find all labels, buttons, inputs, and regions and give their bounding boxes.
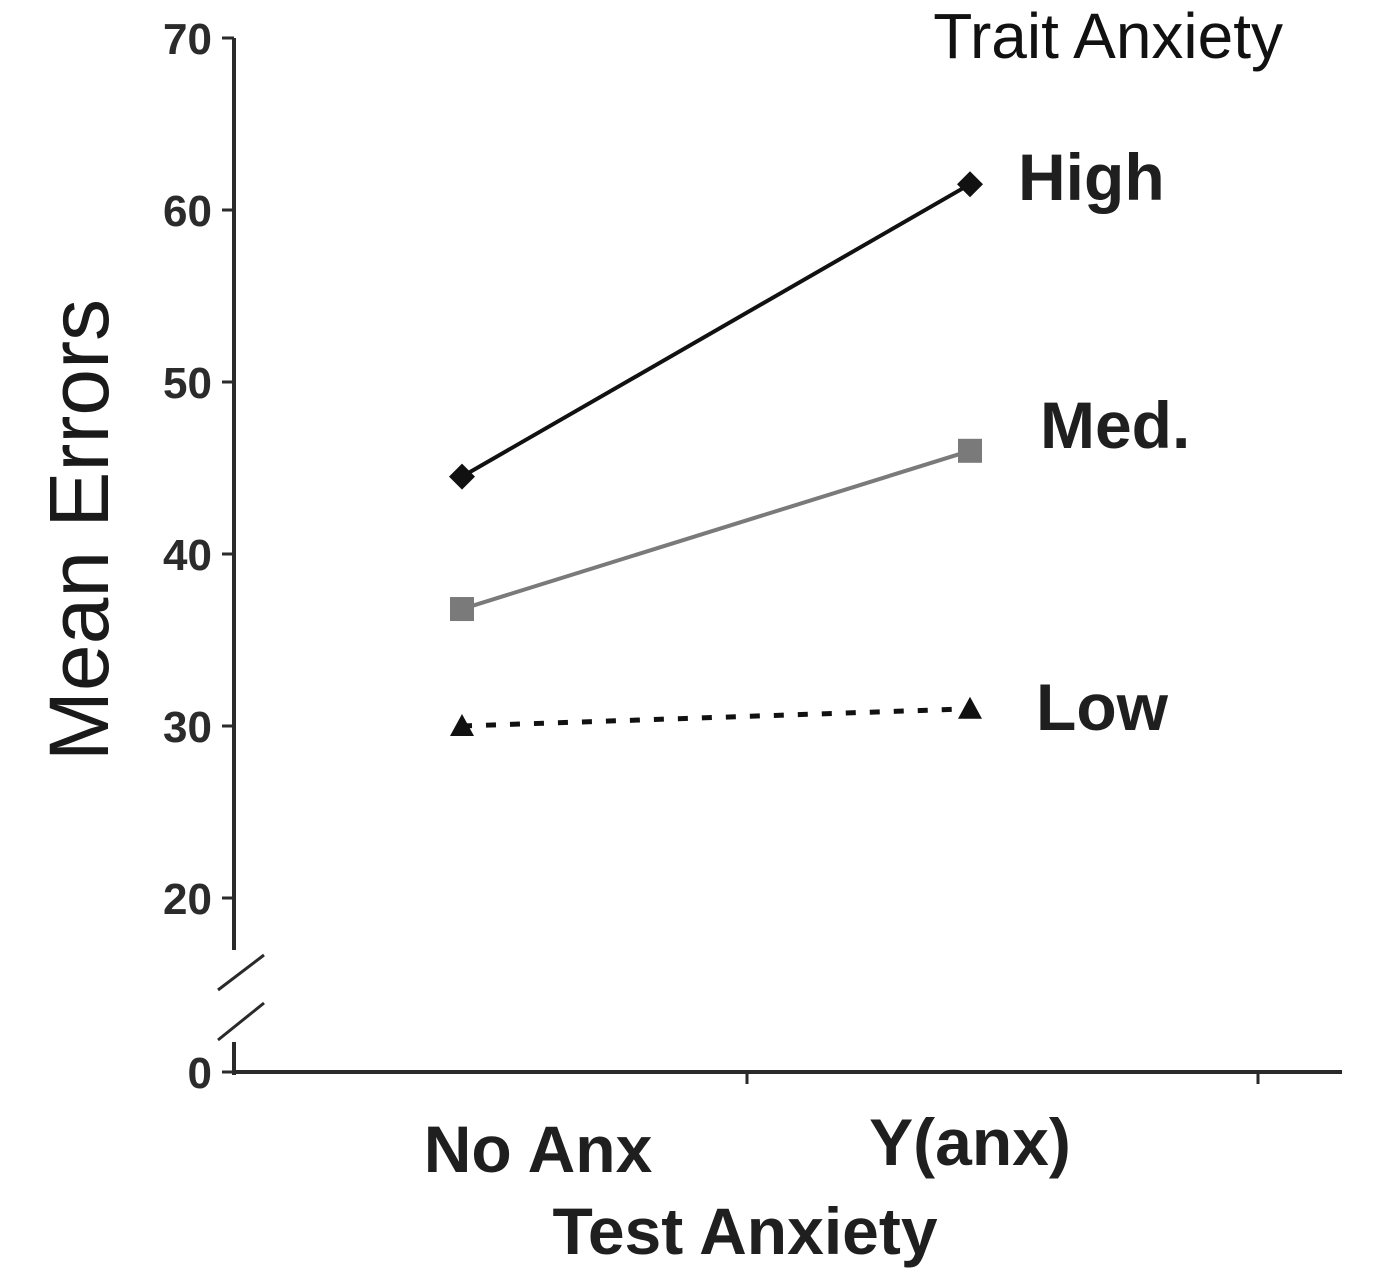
axes xyxy=(217,38,1342,1084)
y-tick-label: 60 xyxy=(163,187,212,236)
x-tick-label: Y(anx) xyxy=(869,1105,1071,1179)
x-tick-labels: No Anx Y(anx) xyxy=(424,1105,1071,1186)
y-tick-label: 50 xyxy=(163,359,212,408)
y-tick-label: 40 xyxy=(163,531,212,580)
y-axis-title: Mean Errors xyxy=(32,299,126,761)
axis-break-icon xyxy=(217,950,265,1042)
legend-title: Trait Anxiety xyxy=(933,0,1283,72)
data-point-high xyxy=(449,463,475,490)
data-point-low xyxy=(450,714,474,736)
series-label-high: High xyxy=(1018,140,1165,214)
series-line-high xyxy=(461,182,971,479)
series-label-med: Med. xyxy=(1040,388,1190,462)
data-point-high xyxy=(957,171,983,198)
data-point-med xyxy=(958,438,982,463)
data-point-med xyxy=(450,597,474,622)
x-tick-label: No Anx xyxy=(424,1112,653,1186)
y-tick-label: 20 xyxy=(163,875,212,924)
x-axis-title: Test Anxiety xyxy=(552,1194,937,1268)
y-tick-label: 0 xyxy=(188,1049,212,1098)
y-ticks: 70 60 50 40 30 20 0 xyxy=(163,15,234,1098)
series-line-med xyxy=(461,448,971,611)
data-point-low xyxy=(958,696,982,719)
series-group: High Med. Low xyxy=(449,140,1190,744)
y-tick-label: 70 xyxy=(163,15,212,64)
y-tick-label: 30 xyxy=(163,703,212,752)
series-line-low xyxy=(461,706,971,729)
series-label-low: Low xyxy=(1036,670,1169,744)
